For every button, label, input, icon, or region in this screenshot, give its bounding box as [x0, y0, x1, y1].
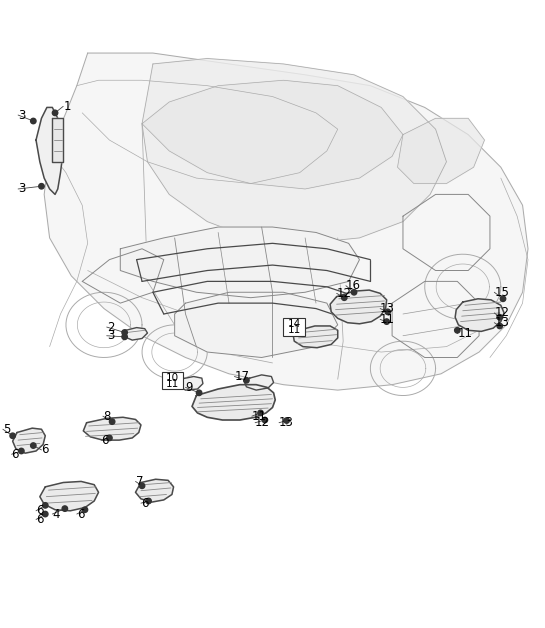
Text: 14: 14 [288, 319, 301, 329]
Text: 7: 7 [136, 475, 143, 488]
Text: 5: 5 [3, 423, 10, 436]
Circle shape [244, 377, 249, 383]
Circle shape [19, 448, 24, 453]
Circle shape [385, 309, 390, 315]
Circle shape [258, 410, 263, 416]
Text: 6: 6 [141, 497, 148, 510]
Circle shape [107, 435, 112, 441]
FancyBboxPatch shape [162, 372, 183, 389]
Text: 9: 9 [185, 381, 193, 394]
Text: 13: 13 [494, 316, 509, 329]
Circle shape [140, 483, 145, 489]
Polygon shape [40, 482, 99, 511]
Polygon shape [83, 417, 141, 440]
Text: 11: 11 [252, 409, 267, 423]
Circle shape [62, 506, 68, 511]
Circle shape [500, 296, 506, 301]
Polygon shape [244, 375, 274, 390]
Text: 3: 3 [107, 329, 114, 342]
Polygon shape [178, 377, 203, 390]
Circle shape [10, 433, 15, 438]
Polygon shape [293, 326, 338, 348]
Circle shape [342, 295, 347, 300]
Text: 17: 17 [234, 370, 250, 383]
Polygon shape [192, 385, 275, 420]
Circle shape [31, 118, 36, 124]
Text: 10: 10 [166, 372, 179, 382]
Text: 12: 12 [255, 416, 270, 429]
Circle shape [497, 323, 502, 328]
Circle shape [196, 390, 202, 396]
Polygon shape [136, 479, 173, 502]
Polygon shape [13, 428, 45, 453]
Text: 1: 1 [63, 100, 71, 113]
Polygon shape [397, 118, 485, 183]
Text: 13: 13 [279, 416, 294, 429]
Text: 3: 3 [18, 183, 26, 195]
Text: 13: 13 [380, 302, 395, 315]
Polygon shape [330, 290, 386, 324]
Text: 6: 6 [101, 433, 109, 447]
Circle shape [52, 110, 58, 116]
Circle shape [39, 183, 44, 189]
Polygon shape [52, 118, 63, 162]
Text: 6: 6 [11, 448, 19, 461]
Text: 11: 11 [380, 313, 395, 326]
Polygon shape [120, 227, 360, 298]
Text: 12: 12 [337, 287, 352, 300]
Text: 2: 2 [107, 320, 114, 333]
Polygon shape [142, 58, 446, 243]
Circle shape [43, 511, 48, 517]
Text: 4: 4 [52, 507, 60, 521]
Circle shape [146, 498, 152, 504]
Circle shape [122, 330, 128, 335]
Circle shape [384, 319, 389, 324]
Text: 12: 12 [494, 306, 509, 320]
Circle shape [284, 418, 289, 423]
Polygon shape [44, 53, 528, 390]
Text: 16: 16 [346, 279, 361, 292]
Polygon shape [142, 80, 403, 189]
Polygon shape [125, 328, 148, 340]
Text: 15: 15 [494, 286, 509, 299]
Text: 6: 6 [36, 513, 44, 526]
FancyBboxPatch shape [283, 318, 305, 336]
Circle shape [262, 417, 268, 423]
Text: 11: 11 [457, 327, 473, 340]
Polygon shape [455, 299, 504, 332]
Circle shape [82, 507, 88, 512]
Circle shape [122, 334, 128, 340]
Text: 3: 3 [18, 109, 26, 122]
Text: 6: 6 [36, 504, 44, 517]
Circle shape [43, 502, 48, 508]
Text: 6: 6 [77, 507, 84, 521]
Circle shape [352, 290, 357, 295]
Polygon shape [174, 292, 338, 357]
Circle shape [455, 328, 460, 333]
Text: 11: 11 [288, 325, 301, 335]
Circle shape [497, 315, 502, 320]
Polygon shape [36, 107, 63, 195]
Text: 11: 11 [166, 379, 179, 389]
Text: 6: 6 [41, 443, 49, 457]
Circle shape [110, 419, 115, 425]
Text: 8: 8 [103, 409, 110, 423]
Circle shape [31, 443, 36, 448]
